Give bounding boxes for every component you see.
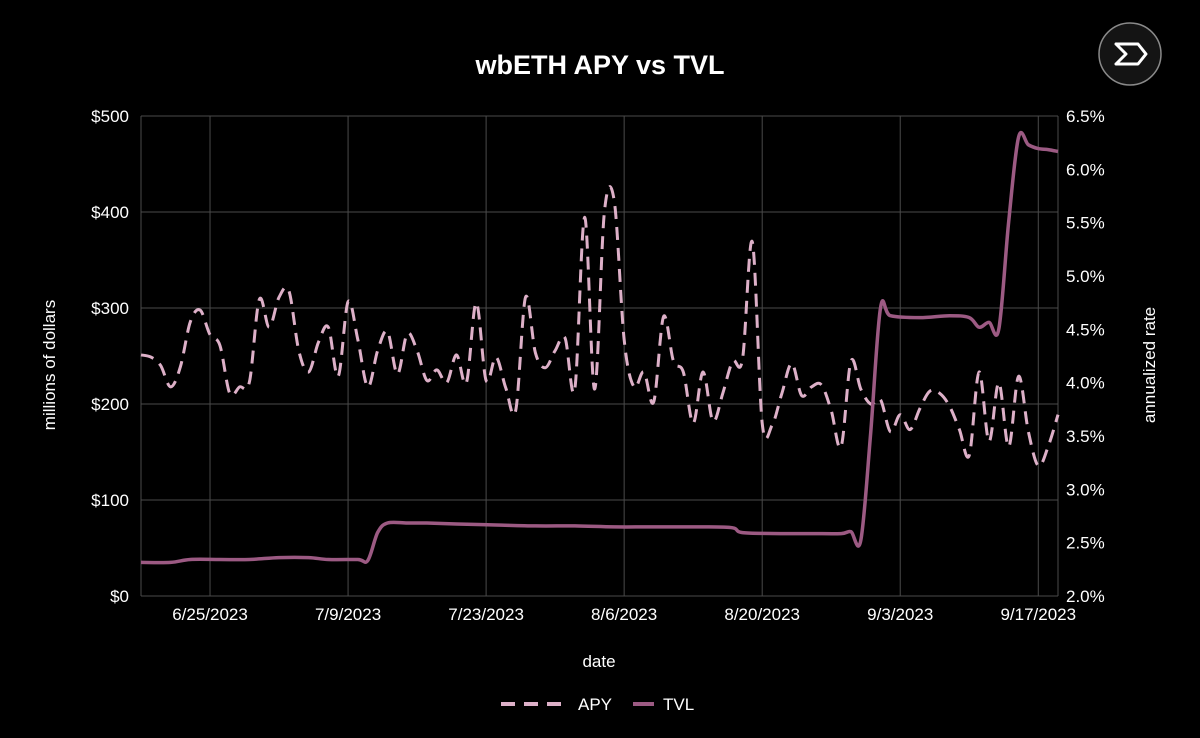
legend: APY TVL: [501, 695, 694, 714]
series-line-apy: [140, 185, 1060, 468]
y-left-tick-label: $300: [91, 299, 129, 318]
y-axis-right-label: annualized rate: [1140, 307, 1159, 423]
y-left-tick-label: $200: [91, 395, 129, 414]
y-left-tick-label: $400: [91, 203, 129, 222]
chart-title: wbETH APY vs TVL: [474, 50, 724, 80]
legend-label-apy: APY: [578, 695, 612, 714]
y-left-tick-label: $100: [91, 491, 129, 510]
x-tick-label: 9/3/2023: [867, 605, 933, 624]
y-right-tick-label: 2.5%: [1066, 534, 1105, 553]
y-right-tick-label: 2.0%: [1066, 587, 1105, 606]
y-right-tick-label: 3.5%: [1066, 427, 1105, 446]
x-tick-label: 7/23/2023: [448, 605, 524, 624]
y-right-tick-label: 4.5%: [1066, 320, 1105, 339]
axes: $0 $100 $200 $300 $400 $500 2.0% 2.5% 3.0% 3.5% 4.…: [91, 107, 1105, 624]
x-tick-label: 9/17/2023: [1000, 605, 1076, 624]
x-tick-label: 6/25/2023: [172, 605, 248, 624]
x-tick-label: 7/9/2023: [315, 605, 381, 624]
series-line-tvl: [140, 130, 1059, 565]
y-right-tick-label: 5.0%: [1066, 267, 1105, 286]
x-tick-label: 8/20/2023: [724, 605, 800, 624]
y-left-tick-label: $500: [91, 107, 129, 126]
y-right-tick-label: 3.0%: [1066, 480, 1105, 499]
y-right-tick-label: 6.5%: [1066, 107, 1105, 126]
x-tick-label: 8/6/2023: [591, 605, 657, 624]
legend-label-tvl: TVL: [663, 695, 694, 714]
y-right-tick-label: 6.0%: [1066, 160, 1105, 179]
x-axis-label: date: [582, 652, 615, 671]
y-right-tick-label: 5.5%: [1066, 214, 1105, 233]
y-axis-left-label: millions of dollars: [40, 300, 59, 430]
y-right-tick-label: 4.0%: [1066, 374, 1105, 393]
grid: [140, 115, 1059, 597]
exponential-logo-icon: [1114, 42, 1148, 66]
logo-badge: [1098, 22, 1162, 86]
y-left-tick-label: $0: [110, 587, 129, 606]
series-layer: [140, 130, 1060, 565]
